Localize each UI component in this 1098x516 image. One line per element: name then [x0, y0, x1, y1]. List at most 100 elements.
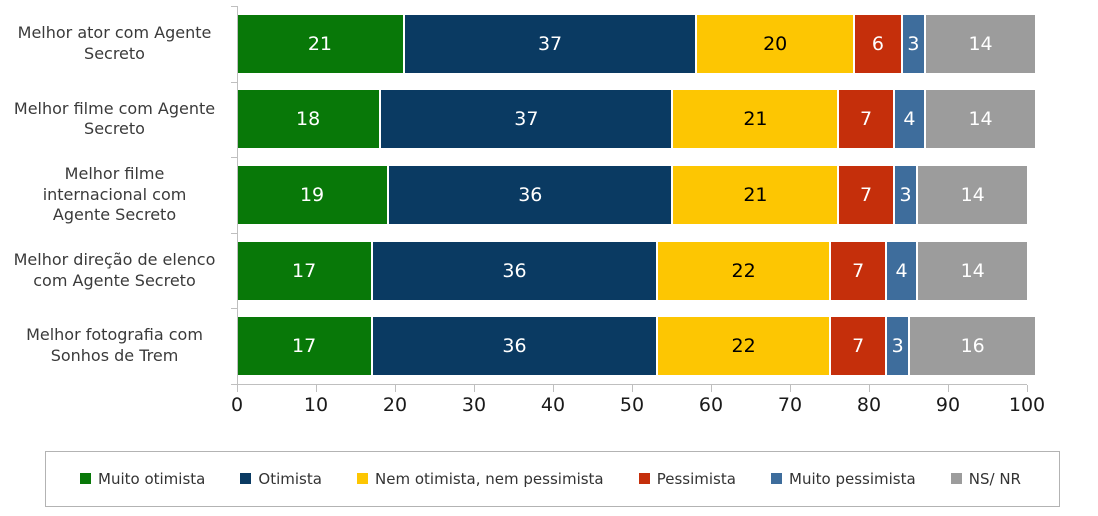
legend-label: Nem otimista, nem pessimista: [375, 469, 604, 488]
bar-value-label: 4: [895, 259, 908, 282]
bar-value-label: 3: [907, 32, 920, 55]
x-axis: 0 10 20 30 40 50 60 70 80 90 100: [231, 383, 1045, 427]
legend-item: NS/ NR: [950, 469, 1021, 488]
x-axis-tick-label: 70: [777, 393, 803, 416]
bar-value-label: 4: [903, 108, 916, 131]
bar-value-label: 36: [502, 335, 527, 358]
bar-segment-4: 7: [829, 241, 885, 300]
legend-item: Muito otimista: [80, 470, 205, 488]
y-axis-tick: [231, 232, 238, 234]
y-axis-line: [237, 6, 238, 384]
bar-value-label: 17: [292, 259, 317, 282]
bar-value-label: 3: [891, 335, 904, 358]
x-axis-tick-label: 60: [698, 393, 724, 416]
legend-swatch-icon: [240, 473, 252, 485]
legend-swatch-icon: [80, 473, 91, 485]
bar-segment-3: 22: [655, 241, 830, 300]
x-axis-tick-label: 10: [303, 393, 329, 416]
x-axis-tick: [553, 384, 554, 392]
legend-swatch-icon: [950, 473, 962, 485]
x-axis-tick: [948, 384, 949, 392]
category-label: Melhor direção de elenco com Agente Secr…: [13, 249, 216, 290]
bar-stack: 17 36 22 7 3 16: [237, 317, 1035, 376]
bar-segment-6: 14: [916, 165, 1027, 224]
category-label: Melhor filme com Agente Secreto: [13, 98, 216, 139]
bar-value-label: 14: [968, 32, 993, 55]
bar-segment-1: 18: [237, 90, 380, 149]
legend-label: NS/ NR: [968, 469, 1021, 488]
bar-value-label: 6: [871, 32, 884, 55]
bar-value-label: 36: [518, 183, 543, 206]
bar-segment-3: 22: [655, 317, 830, 376]
y-axis-tick: [231, 81, 238, 83]
x-axis-tick-label: 40: [540, 393, 566, 416]
y-axis-tick: [231, 384, 238, 385]
bar-stack: 17 36 22 7 4 14: [237, 241, 1027, 300]
bar-value-label: 7: [852, 259, 865, 282]
bar-value-label: 21: [743, 108, 768, 131]
bar-value-label: 21: [743, 183, 768, 206]
x-axis-tick-label: 30: [461, 393, 487, 416]
x-axis-tick: [869, 384, 870, 392]
legend-item: Nem otimista, nem pessimista: [357, 470, 604, 488]
bar-value-label: 14: [960, 183, 985, 206]
bar-segment-5: 3: [900, 14, 925, 73]
y-axis-tick: [231, 308, 238, 310]
x-axis-tick: [237, 384, 238, 392]
x-axis-tick-label: 50: [619, 393, 645, 416]
legend-item: Muito pessimista: [771, 470, 916, 488]
bar-segment-6: 14: [916, 241, 1027, 300]
legend-label: Pessimista: [656, 469, 736, 488]
bar-segment-5: 3: [892, 165, 917, 224]
bar-value-label: 14: [960, 259, 985, 282]
x-axis-tick-label: 100: [1008, 393, 1046, 416]
bar-segment-1: 21: [237, 14, 403, 73]
bar-segment-2: 36: [371, 317, 656, 376]
legend-label: Muito otimista: [98, 469, 206, 488]
bar-value-label: 19: [299, 183, 325, 206]
x-axis-tick: [316, 384, 317, 392]
rows: Melhor ator com Agente Secreto 21 37 20 6 3 14…: [0, 6, 1098, 384]
bar-value-label: 7: [859, 108, 873, 131]
bar-segment-4: 7: [837, 165, 893, 224]
bar-segment-5: 4: [884, 241, 917, 300]
x-axis-tick-label: 20: [382, 393, 408, 416]
bar-value-label: 20: [763, 32, 788, 55]
category-label: Melhor ator com Agente Secreto: [17, 23, 212, 63]
bar-stack: 18 37 21 7 4 14: [237, 90, 1035, 149]
legend-label: Muito pessimista: [789, 469, 916, 488]
bar-row: Melhor fotografia com Sonhos de Trem 17 36…: [0, 308, 1098, 384]
bar-segment-1: 17: [237, 317, 372, 376]
bar-stack: 19 36 21 7 3 14: [237, 165, 1027, 224]
bar-value-label: 37: [537, 32, 563, 55]
bar-value-label: 22: [731, 259, 756, 282]
bar-segment-6: 16: [908, 317, 1035, 376]
bar-row: Melhor direção de elenco com Agente Secr…: [0, 233, 1098, 309]
y-axis-tick: [231, 157, 238, 159]
bar-segment-6: 14: [924, 90, 1035, 149]
bar-segment-4: 7: [837, 90, 893, 149]
legend-swatch-icon: [771, 473, 782, 485]
legend-swatch-icon: [357, 473, 369, 485]
bar-segment-2: 36: [387, 165, 672, 224]
category-label: Melhor filme internacional com Agente Se…: [42, 163, 187, 225]
bar-value-label: 18: [296, 108, 321, 131]
plot-area: Melhor ator com Agente Secreto 21 37 20 6 3 14…: [0, 6, 1098, 427]
bar-segment-2: 37: [402, 14, 696, 73]
bar-row: Melhor filme internacional com Agente Se…: [0, 157, 1098, 233]
bar-segment-3: 21: [671, 165, 838, 224]
x-axis-tick: [790, 384, 791, 392]
bar-value-label: 22: [731, 335, 756, 358]
bar-value-label: 17: [292, 335, 317, 358]
bar-segment-2: 37: [379, 90, 672, 149]
bar-value-label: 21: [307, 32, 333, 55]
bar-stack: 21 37 20 6 3 14: [237, 14, 1035, 73]
bar-segment-3: 20: [695, 14, 854, 73]
bar-value-label: 14: [968, 108, 993, 131]
bar-segment-6: 14: [924, 14, 1035, 73]
x-axis-tick: [711, 384, 712, 392]
bar-row: Melhor filme com Agente Secreto 18 37 21 7 4 1…: [0, 82, 1098, 158]
bar-segment-5: 3: [884, 317, 909, 376]
x-axis-tick-label: 0: [230, 393, 244, 416]
